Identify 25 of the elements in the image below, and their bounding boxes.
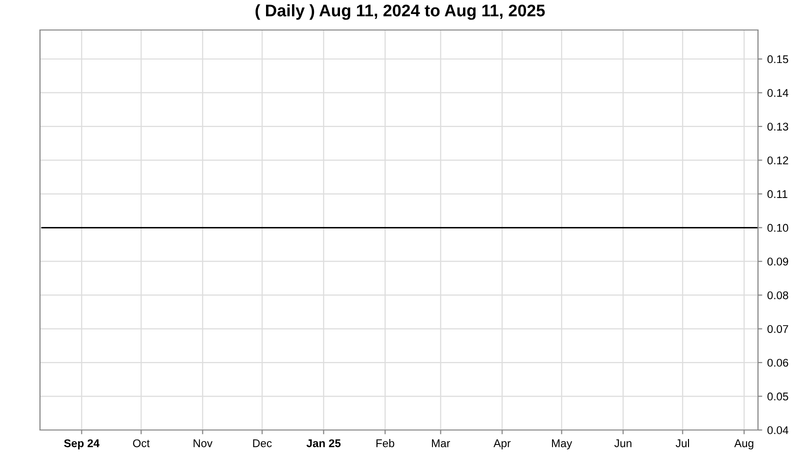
y-tick-label: 0.09 [767,258,788,266]
x-tick-label: Sep 24 [64,439,100,450]
x-tick-label: Jun [614,439,632,448]
x-tick-label: Mar [432,439,450,448]
y-tick-label: 0.11 [767,190,788,198]
y-tick-label: 0.05 [767,392,788,400]
x-tick-label: Aug [734,439,754,450]
chart-title: ( Daily ) Aug 11, 2024 to Aug 11, 2025 [256,4,545,20]
y-tick-label: 0.07 [767,325,788,333]
x-tick-label: Feb [376,439,394,448]
x-tick-label: Nov [194,439,212,448]
x-tick-label: May [552,439,572,450]
x-tick-label: Jul [676,439,689,448]
x-tick-label: Oct [133,439,150,448]
y-tick-label: 0.14 [767,89,788,97]
x-tick-label: Jan 25 [306,439,341,448]
y-tick-label: 0.13 [767,122,788,131]
y-tick-label: 0.06 [767,358,788,367]
y-tick-label: 0.04 [767,426,788,434]
y-tick-label: 0.08 [767,291,788,300]
x-tick-label: Dec [253,439,272,448]
y-tick-label: 0.15 [767,55,788,64]
x-tick-label: Apr [494,439,511,450]
y-tick-label: 0.10 [767,224,788,232]
y-tick-label: 0.12 [767,156,788,164]
